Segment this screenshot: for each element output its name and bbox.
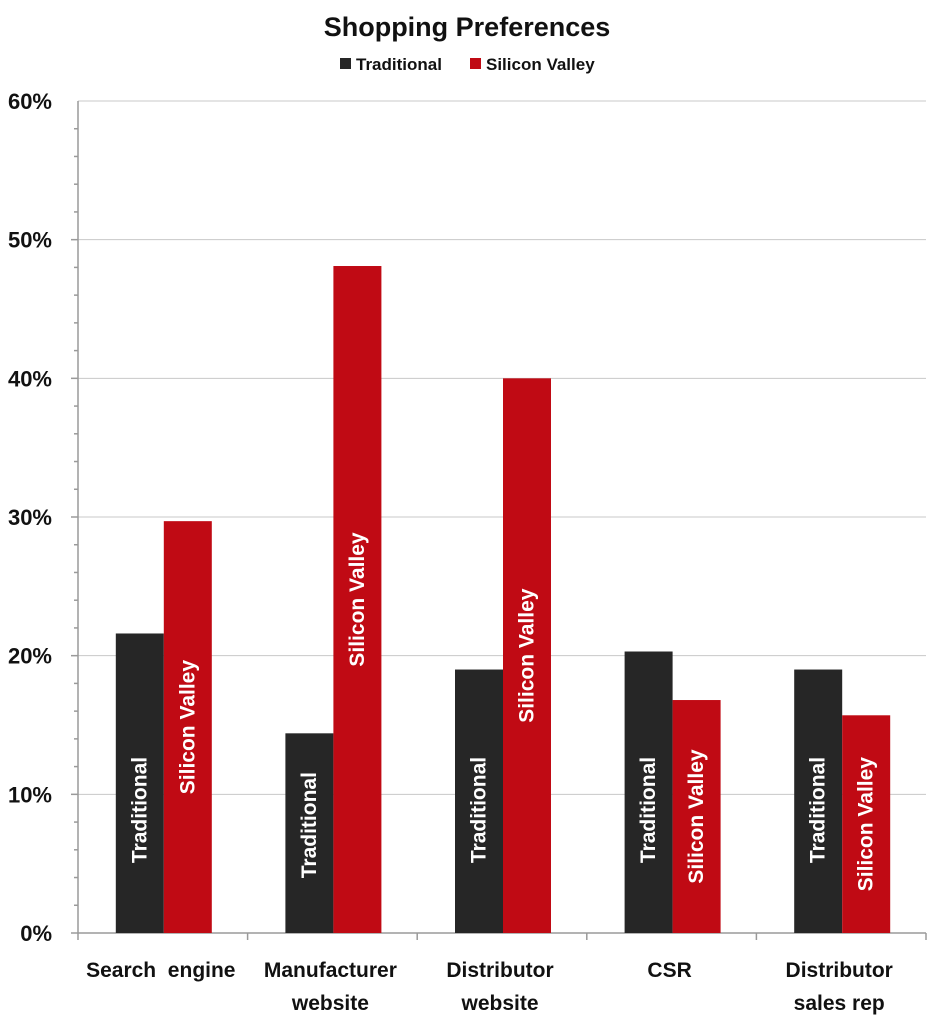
bar-traditional-csr bbox=[624, 651, 673, 933]
bar-label-traditional: Traditional bbox=[468, 757, 491, 863]
y-tick-label: 60% bbox=[8, 89, 52, 114]
bar-traditional-distributor-sales-rep bbox=[794, 669, 843, 933]
bar-label-traditional: Traditional bbox=[807, 757, 830, 863]
x-tick-label: website bbox=[460, 992, 538, 1015]
x-axis-ticks: Search engine Manufacturer website Distribu… bbox=[77, 933, 927, 1015]
x-tick-label: Search engine bbox=[86, 959, 235, 982]
y-tick-label: 30% bbox=[8, 505, 52, 530]
bars: Traditional Silicon Valley Traditional Sili… bbox=[115, 266, 891, 934]
chart-legend: Traditional Silicon Valley bbox=[340, 55, 595, 74]
chart-title: Shopping Preferences bbox=[324, 12, 611, 42]
bar-traditional-search-engine bbox=[115, 633, 164, 933]
y-axis-ticks: 0% 10% 20% 30% 40% 50% 60% bbox=[8, 89, 52, 946]
bar-silicon-valley-manufacturer-website bbox=[333, 266, 382, 934]
bar-label-traditional: Traditional bbox=[637, 757, 660, 863]
legend-swatch-traditional bbox=[340, 58, 351, 69]
bar-traditional-distributor-website bbox=[455, 669, 503, 933]
y-tick-label: 50% bbox=[8, 228, 52, 253]
bar-silicon-valley-distributor-website bbox=[503, 378, 551, 933]
bar-label-silicon-valley: Silicon Valley bbox=[516, 588, 539, 723]
y-tick-label: 0% bbox=[20, 921, 52, 946]
bar-label-traditional: Traditional bbox=[298, 772, 321, 878]
x-tick-label: Distributor bbox=[786, 959, 893, 982]
x-tick-label: CSR bbox=[647, 959, 691, 982]
bar-label-silicon-valley: Silicon Valley bbox=[346, 532, 369, 667]
y-tick-label: 20% bbox=[8, 644, 52, 669]
bar-silicon-valley-distributor-sales-rep bbox=[842, 715, 891, 933]
gridlines bbox=[78, 100, 926, 795]
bar-silicon-valley-csr bbox=[672, 700, 721, 933]
y-tick-label: 10% bbox=[8, 782, 52, 807]
axes bbox=[71, 101, 926, 934]
y-tick-label: 40% bbox=[8, 366, 52, 391]
legend-label-silicon-valley: Silicon Valley bbox=[486, 55, 595, 74]
legend-label-traditional: Traditional bbox=[356, 55, 442, 74]
bar-label-silicon-valley: Silicon Valley bbox=[855, 757, 878, 892]
bar-label-silicon-valley: Silicon Valley bbox=[176, 660, 199, 795]
bar-traditional-manufacturer-website bbox=[285, 733, 334, 933]
x-tick-label: sales rep bbox=[794, 992, 885, 1015]
bar-label-silicon-valley: Silicon Valley bbox=[685, 749, 708, 884]
bar-label-traditional: Traditional bbox=[128, 757, 151, 863]
legend-swatch-silicon-valley bbox=[470, 58, 481, 69]
x-tick-label: website bbox=[291, 992, 369, 1015]
x-tick-label: Distributor bbox=[446, 959, 553, 982]
bar-silicon-valley-search-engine bbox=[163, 521, 212, 933]
x-tick-label: Manufacturer bbox=[264, 959, 397, 982]
